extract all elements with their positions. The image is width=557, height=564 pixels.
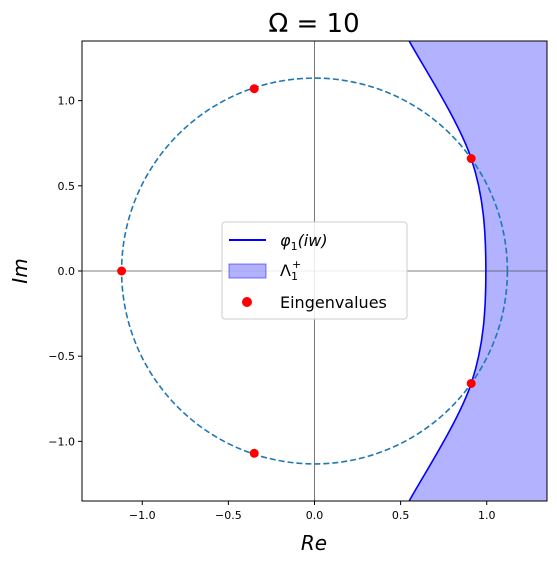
y-axis-ticks: −1.0 −0.5 0.0 0.5 1.0 xyxy=(48,95,82,448)
phi-curve xyxy=(408,41,487,501)
legend-box xyxy=(221,221,408,320)
legend-label-eigenvalues: Eingenvalues xyxy=(280,293,387,312)
eigenvalue-points xyxy=(117,84,476,458)
y-tick-label: 0.0 xyxy=(58,265,76,278)
eigenvalue-point xyxy=(249,448,259,458)
legend-dot-swatch xyxy=(242,297,252,307)
x-tick-label: 1.0 xyxy=(478,509,496,522)
eigenvalue-point xyxy=(117,266,127,276)
y-axis-label: Im xyxy=(8,258,32,283)
legend-phi-symbol: φ xyxy=(280,231,291,250)
legend-label-phi: φ1(iw) xyxy=(280,231,328,253)
legend-patch-swatch xyxy=(228,263,267,279)
x-tick-label: 0.5 xyxy=(392,509,410,522)
x-axis-ticks: −1.0 −0.5 0.0 0.5 1.0 xyxy=(129,501,496,522)
legend-phi-subscript: 1 xyxy=(291,240,298,253)
legend-lambda-subscript: 1 xyxy=(291,270,298,283)
eigenvalue-point xyxy=(466,378,476,388)
x-axis-label: Re xyxy=(301,531,327,555)
y-tick-label: −0.5 xyxy=(48,350,75,363)
y-tick-label: 1.0 xyxy=(58,95,76,108)
x-tick-label: −1.0 xyxy=(129,509,156,522)
legend-phi-argument: (iw) xyxy=(298,231,328,250)
eigenvalue-point xyxy=(249,84,259,94)
eigenvalue-point xyxy=(466,154,476,164)
lambda-region xyxy=(409,41,547,501)
y-tick-label: −1.0 xyxy=(48,435,75,448)
legend-lambda-superscript: + xyxy=(292,258,301,271)
legend: φ1(iw) Λ1+ Eingenvalues xyxy=(221,221,408,320)
legend-lambda-symbol: Λ xyxy=(280,261,291,280)
y-tick-label: 0.5 xyxy=(58,180,76,193)
legend-label-lambda: Λ1+ xyxy=(280,258,301,283)
chart-title: Ω = 10 xyxy=(268,9,359,39)
x-tick-label: −0.5 xyxy=(215,509,242,522)
x-tick-label: 0.0 xyxy=(306,509,324,522)
